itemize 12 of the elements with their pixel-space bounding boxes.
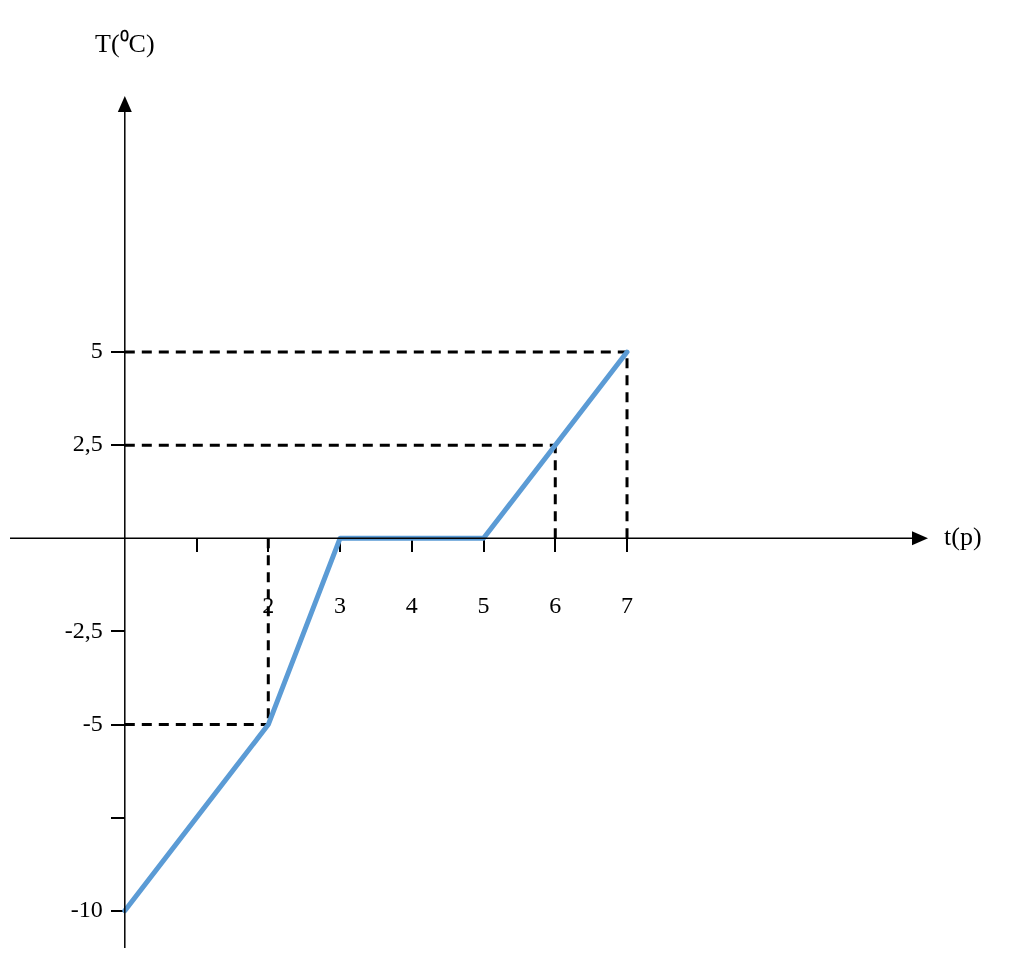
y-tick-label: -5	[82, 709, 103, 736]
x-tick-label: 3	[334, 592, 347, 619]
y-tick-label: 2,5	[72, 430, 103, 457]
y-tick-label: -10	[70, 896, 103, 923]
y-axis-title: T(⁰C)	[95, 28, 155, 58]
x-tick-label: 6	[549, 592, 562, 619]
x-tick-label: 7	[621, 592, 634, 619]
x-tick-label: 4	[405, 592, 418, 619]
x-axis-title: t(p)	[944, 522, 982, 552]
x-tick-label: 5	[477, 592, 490, 619]
y-tick-label: -2,5	[64, 616, 103, 643]
y-tick-label: 5	[90, 337, 103, 364]
